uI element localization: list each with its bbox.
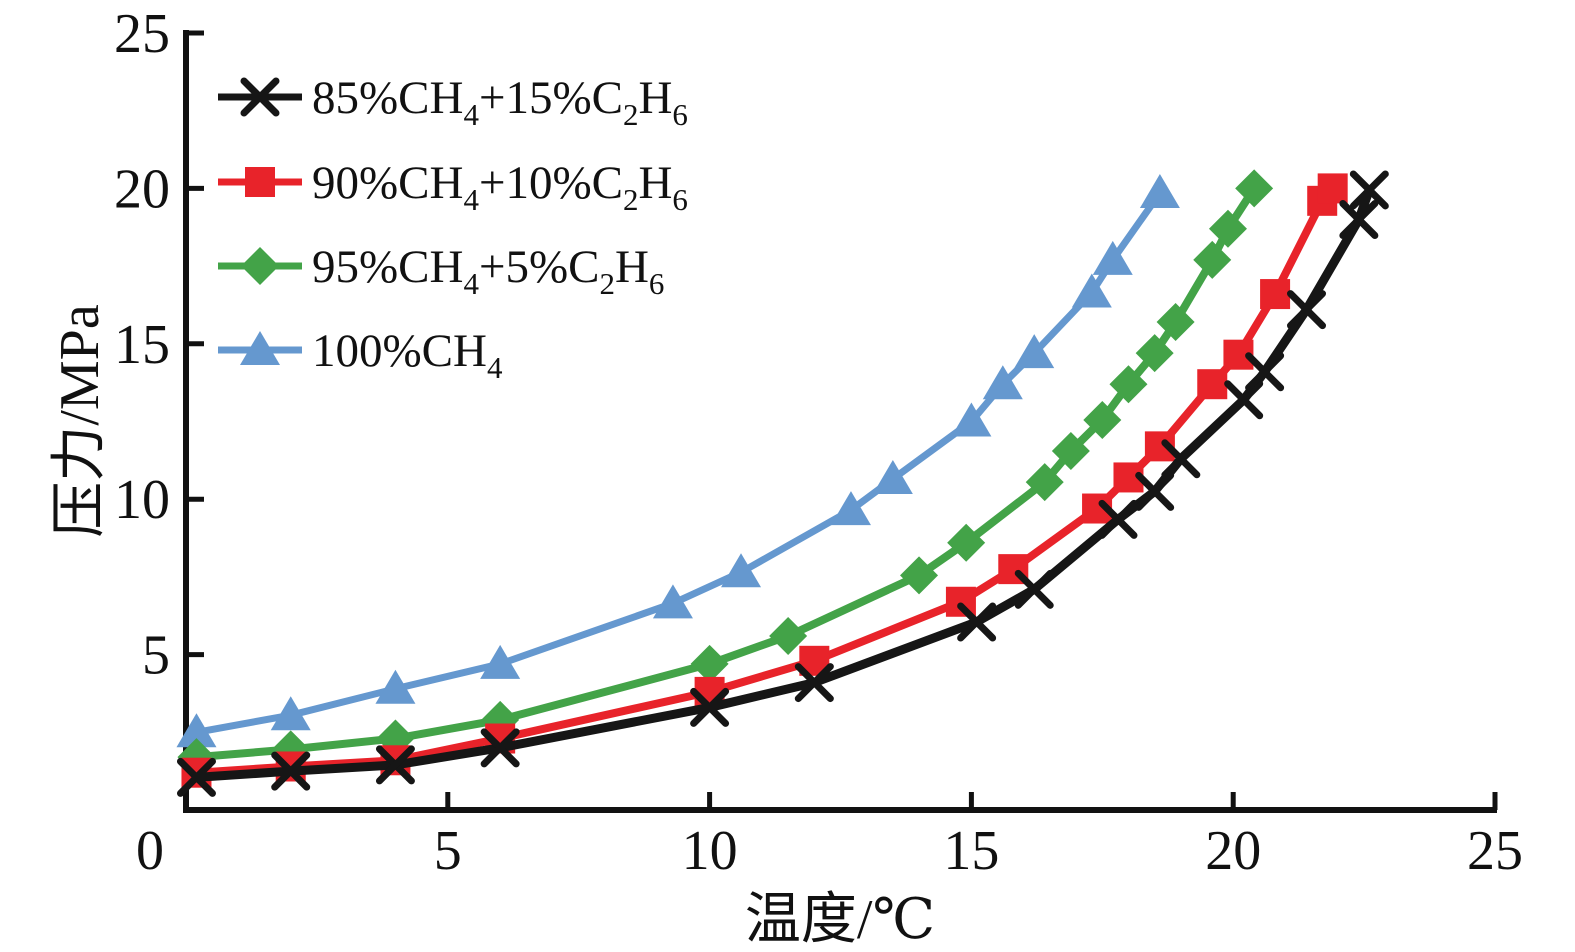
series-marker-95%CH4+5%C2H6 <box>690 644 729 683</box>
series-marker-100%CH4 <box>375 669 416 704</box>
series-marker-100%CH4 <box>480 644 521 679</box>
series-marker-95%CH4+5%C2H6 <box>769 616 808 655</box>
series-marker-85%CH4+15%C2H6 <box>480 728 520 768</box>
series-marker-95%CH4+5%C2H6 <box>1135 334 1174 373</box>
series-marker-95%CH4+5%C2H6 <box>1235 169 1274 208</box>
series-marker-95%CH4+5%C2H6 <box>1109 365 1148 404</box>
plot-area: 5 10 15 20 25 5 10 15 20 25 0 85%CH4+15%C2H6 90%CH4+… <box>114 3 1523 882</box>
legend-label-100%CH4: 100%CH4 <box>312 325 503 385</box>
series-marker-95%CH4+5%C2H6 <box>947 523 986 562</box>
y-tick-label-5: 5 <box>142 625 170 687</box>
series-marker-100%CH4 <box>872 459 913 494</box>
series-marker-85%CH4+15%C2H6 <box>1287 290 1327 330</box>
y-tick-label-15: 15 <box>114 314 170 376</box>
legend-label-90%CH4+10%C2H6: 90%CH4+10%C2H6 <box>312 157 688 217</box>
axes: 温度/℃ 压力/MPa <box>49 30 1497 951</box>
series-marker-95%CH4+5%C2H6 <box>900 556 939 595</box>
series-marker-100%CH4 <box>982 365 1023 400</box>
series-marker-100%CH4 <box>951 402 992 437</box>
series-marker-85%CH4+15%C2H6 <box>271 751 311 791</box>
legend-marker-90%CH4+10%C2H6 <box>245 167 275 197</box>
series-marker-100%CH4 <box>176 713 217 748</box>
series-marker-100%CH4 <box>1139 174 1180 209</box>
origin-tick-label: 0 <box>136 820 164 882</box>
y-tick-label-20: 20 <box>114 158 170 220</box>
legend-item-90%CH4+10%C2H6: 90%CH4+10%C2H6 <box>218 157 688 217</box>
series-marker-85%CH4+15%C2H6 <box>690 687 730 727</box>
series-marker-100%CH4 <box>1092 240 1133 275</box>
series-marker-100%CH4 <box>1071 273 1112 308</box>
series-marker-85%CH4+15%C2H6 <box>1014 569 1054 609</box>
legend-marker-100%CH4 <box>240 331 280 365</box>
series-100%CH4 <box>176 174 1180 748</box>
legend-item-85%CH4+15%C2H6: 85%CH4+15%C2H6 <box>218 72 688 132</box>
x-axis-title: 温度/℃ <box>745 889 935 951</box>
series-marker-85%CH4+15%C2H6 <box>1098 499 1138 539</box>
x-tick-label-5: 5 <box>434 820 462 882</box>
legend: 85%CH4+15%C2H6 90%CH4+10%C2H6 95%CH4+5%C2H… <box>218 72 688 385</box>
series-marker-95%CH4+5%C2H6 <box>1051 432 1090 471</box>
legend-marker-85%CH4+15%C2H6 <box>240 77 280 117</box>
y-tick-label-10: 10 <box>114 469 170 531</box>
series-85%CH4+15%C2H6 <box>176 170 1389 797</box>
series-marker-95%CH4+5%C2H6 <box>1083 400 1122 439</box>
legend-label-85%CH4+15%C2H6: 85%CH4+15%C2H6 <box>312 72 688 132</box>
series-marker-85%CH4+15%C2H6 <box>957 602 997 642</box>
series-marker-85%CH4+15%C2H6 <box>1349 170 1389 210</box>
x-tick-label-10: 10 <box>682 820 738 882</box>
axis-ticks: 5 10 15 20 25 5 10 15 20 25 0 <box>114 3 1523 882</box>
x-tick-label-20: 20 <box>1205 820 1261 882</box>
series-marker-100%CH4 <box>830 491 871 526</box>
series-marker-95%CH4+5%C2H6 <box>1193 240 1232 279</box>
legend-label-95%CH4+5%C2H6: 95%CH4+5%C2H6 <box>312 241 664 301</box>
series-marker-85%CH4+15%C2H6 <box>176 757 216 797</box>
series-marker-95%CH4+5%C2H6 <box>1208 209 1247 248</box>
series-marker-85%CH4+15%C2H6 <box>375 745 415 785</box>
series-marker-85%CH4+15%C2H6 <box>1161 439 1201 479</box>
series-marker-95%CH4+5%C2H6 <box>1025 463 1064 502</box>
series-marker-90%CH4+10%C2H6 <box>1260 279 1291 310</box>
series-marker-85%CH4+15%C2H6 <box>1245 352 1285 392</box>
legend-item-95%CH4+5%C2H6: 95%CH4+5%C2H6 <box>218 241 664 301</box>
legend-marker-95%CH4+5%C2H6 <box>241 247 279 285</box>
series-marker-100%CH4 <box>721 553 762 588</box>
series-marker-85%CH4+15%C2H6 <box>1339 199 1379 239</box>
series-marker-90%CH4+10%C2H6 <box>1197 369 1228 400</box>
series-marker-100%CH4 <box>1014 334 1055 369</box>
series-marker-85%CH4+15%C2H6 <box>1224 380 1264 420</box>
series-marker-100%CH4 <box>270 696 311 731</box>
series-line-90%CH4+10%C2H6 <box>192 184 1337 777</box>
y-tick-label-25: 25 <box>114 3 170 65</box>
series-marker-85%CH4+15%C2H6 <box>794 663 834 703</box>
x-tick-label-15: 15 <box>943 820 999 882</box>
series-marker-85%CH4+15%C2H6 <box>1135 471 1175 511</box>
x-tick-label-25: 25 <box>1467 820 1523 882</box>
series-marker-100%CH4 <box>652 584 693 619</box>
y-axis-title: 压力/MPa <box>49 304 111 537</box>
series-marker-95%CH4+5%C2H6 <box>1156 303 1195 342</box>
series-marker-90%CH4+10%C2H6 <box>1317 173 1348 204</box>
legend-item-100%CH4: 100%CH4 <box>218 325 503 385</box>
series-line-85%CH4+15%C2H6 <box>191 185 1374 782</box>
